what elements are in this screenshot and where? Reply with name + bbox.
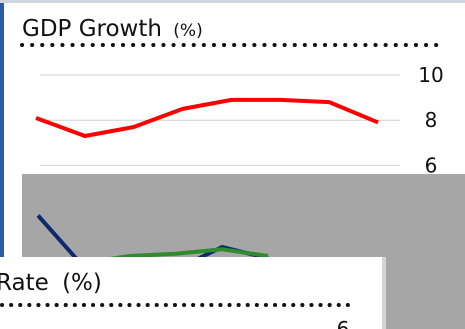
gdp-series-line (35, 97, 379, 139)
rate-chart-title: Rate (%) (0, 270, 102, 296)
gdp-series-layer (35, 97, 379, 139)
rate-popup-edge (382, 257, 386, 329)
rate-y-tick-label: 6 (337, 317, 350, 329)
gdp-chart-title-unit: (%) (173, 21, 202, 41)
gdp-y-tick-label: 8 (425, 108, 438, 132)
gdp-y-tick-label: 10 (418, 63, 443, 87)
rate-chart-title-unit: (%) (62, 270, 102, 296)
rate-chart-popup: Rate (%) 6 (0, 257, 386, 329)
rate-popup-background (0, 257, 386, 329)
top-edge (0, 0, 465, 3)
gdp-chart-title: GDP Growth (%) (22, 16, 203, 42)
left-edge-accent (0, 0, 4, 329)
rate-chart-title-text: Rate (0, 270, 49, 296)
gdp-y-tick-label: 6 (425, 153, 438, 177)
gdp-chart-title-text: GDP Growth (22, 16, 162, 42)
